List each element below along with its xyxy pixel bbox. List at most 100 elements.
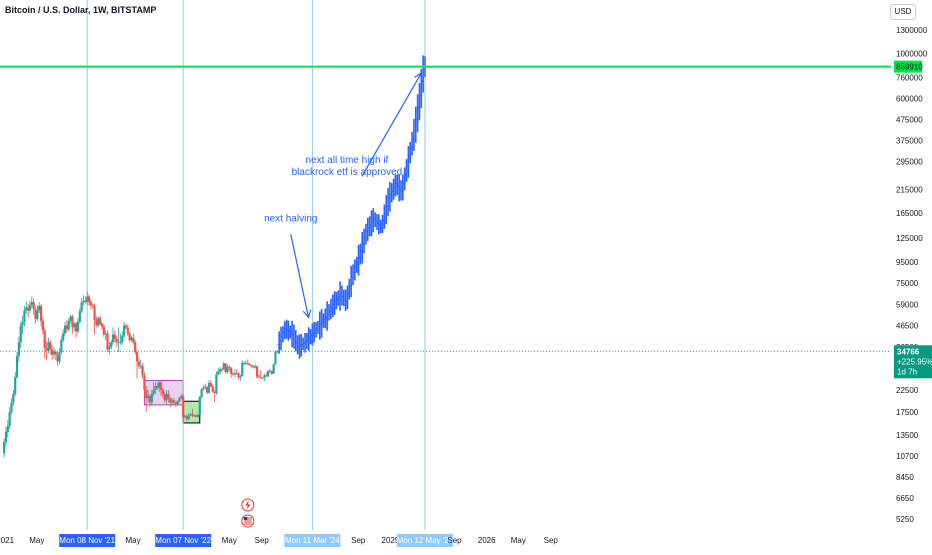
candle-body [248,363,251,365]
candle-body [165,393,168,401]
candle-body [123,325,126,336]
price-tick-label: 760000 [896,74,923,83]
candle-body [47,342,50,351]
candle-body [111,334,115,343]
candle-body [194,415,198,417]
candle-body [104,333,107,335]
candle-body [266,370,270,377]
price-tick-label: 125000 [896,234,923,243]
candle-body [67,320,70,330]
candle-body [259,377,262,378]
candle-body [97,318,100,326]
candle-body [52,351,56,355]
time-tick-label: May [511,536,526,545]
candle-body [193,415,196,417]
event-icons[interactable] [241,498,255,528]
candle-body [272,364,275,374]
candle-body [36,310,39,320]
price-tick-label: 215000 [896,186,923,195]
candle-body [246,363,249,365]
candle-body [69,316,72,321]
time-highlight-label: Mon 12 May '25 [397,536,454,545]
candle-body [176,401,179,404]
price-axis[interactable]: 1300000 1000000 760000 600000 475000 375000 29… [891,0,932,550]
candle-body [132,337,135,343]
time-tick-label: May [126,536,141,545]
arrow-head [302,309,312,319]
candle-body [241,362,244,377]
arrow-head [414,71,422,82]
candle-body [14,377,17,394]
candle-body [252,366,255,368]
box-bottom-2022 [182,400,201,424]
current-price-countdown: 1d 7h [897,367,917,376]
candle-body [196,414,200,417]
price-tick-label: 375000 [896,136,923,145]
candle-body [237,373,240,378]
price-tick-label: 59000 [896,300,919,309]
current-price-value: 34766 [897,347,920,356]
candle-body [169,398,172,403]
candle-body [108,346,111,350]
candle-body [143,375,146,390]
candle-body [174,402,177,404]
time-tick-label: 2021 [0,536,15,545]
candle-body [226,366,229,373]
candle-body [63,325,67,334]
price-tick-label: 6650 [896,494,914,503]
candle-body [84,300,87,303]
candle-body [27,307,30,311]
candle-body [38,305,41,311]
candle-body [215,374,218,394]
time-highlight-label: Mon 11 Mar '24 [285,536,340,545]
candle-body [152,389,155,394]
candle-body [235,373,238,374]
time-tick-label: May [29,536,44,545]
candle-body [99,318,102,324]
time-tick-label: Sep [544,536,559,545]
candle-body [54,351,57,355]
candle-body [28,305,32,311]
candle-body [23,310,26,322]
candle-body [106,333,109,350]
candle-body [222,363,225,370]
currency-button[interactable]: USD [890,4,916,20]
candle-body [158,382,161,388]
candle-body [78,311,81,322]
candle-body [183,416,187,418]
current-price-change: +225.95% [897,357,932,366]
candle-body [198,396,201,415]
candle-body [220,369,224,371]
annotation-arrow [361,72,422,177]
vertical-lines [86,0,426,530]
candle-body [170,400,174,403]
candle-body [128,333,131,340]
candle-body [206,386,209,393]
candle-body [25,307,28,311]
price-tick-label: 1000000 [896,49,928,58]
candle-body [211,386,214,392]
time-tick-label: 2025 [382,536,400,545]
price-axis-bg [891,0,932,550]
candle-body [182,396,185,418]
price-tick-label: 600000 [896,95,923,104]
candle-body [150,393,153,403]
candle-body [268,370,272,372]
candle-body [86,296,89,303]
candle-body [110,342,113,347]
candle-body [274,351,277,365]
candle-body [185,416,188,420]
event-icon [241,498,255,512]
candle-body [242,362,246,364]
candle-body [180,396,183,398]
candle-body [187,415,190,420]
candle-body [8,412,11,426]
symbol-title: Bitcoin / U.S. Dollar, 1W, BITSTAMP [5,5,157,15]
candle-body [270,370,273,374]
price-tick-label: 13500 [896,431,919,440]
candle-body [159,382,163,390]
candle-body [167,393,170,399]
